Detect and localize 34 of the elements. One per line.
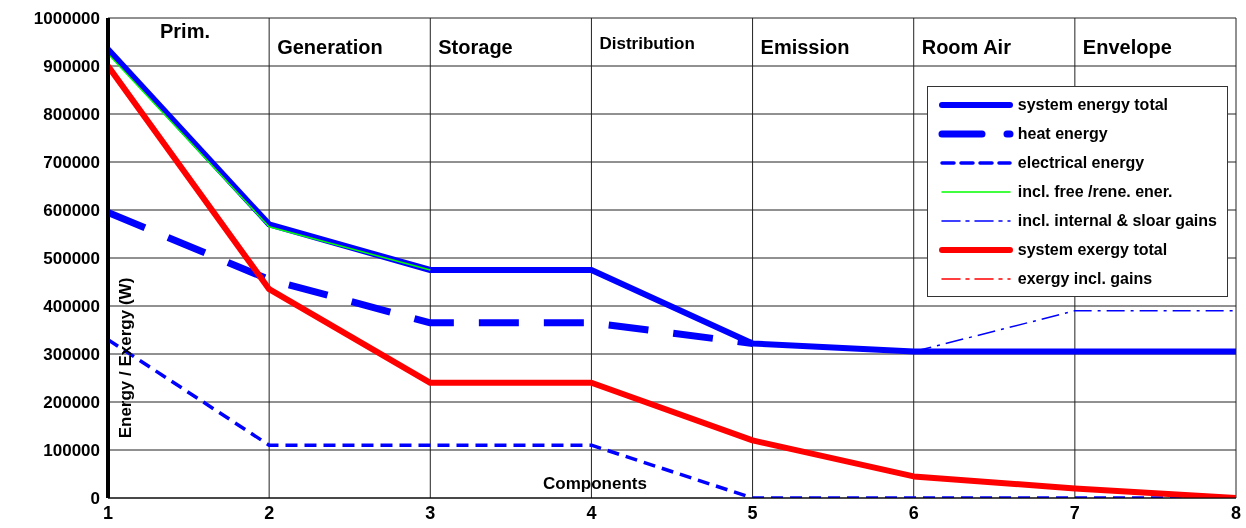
y-axis-title: Energy / Exergy (W): [116, 277, 136, 439]
annotation: Room Air: [919, 36, 1013, 59]
y-tick-label: 1000000: [33, 9, 100, 29]
legend-label: system exergy total: [1017, 240, 1168, 259]
x-tick-label: 1: [102, 502, 114, 523]
legend-label: electrical energy: [1017, 153, 1145, 172]
legend-label: incl. free /rene. ener.: [1017, 182, 1173, 201]
annotation: Generation: [275, 36, 385, 59]
y-tick-label: 300000: [43, 345, 100, 365]
y-tick-label: 900000: [43, 57, 100, 77]
x-tick-label: 4: [586, 502, 597, 523]
x-tick-label: 2: [264, 502, 275, 523]
annotation: Emission: [758, 36, 852, 59]
annotation: Storage: [436, 36, 515, 59]
y-tick-label: 200000: [43, 393, 100, 413]
annotation: Envelope: [1080, 36, 1174, 59]
y-tick-label: 800000: [43, 105, 100, 125]
x-tick-label: 3: [425, 502, 436, 523]
annotation: Prim.: [158, 20, 213, 43]
x-tick-label: 7: [1069, 502, 1080, 523]
legend-label: exergy incl. gains: [1017, 269, 1153, 288]
x-tick-label: 8: [1230, 502, 1242, 523]
x-tick-label: 6: [908, 502, 919, 523]
y-tick-label: 0: [90, 489, 100, 509]
y-tick-label: 600000: [43, 201, 100, 221]
y-tick-label: 700000: [43, 153, 100, 173]
x-tick-label: 5: [747, 502, 758, 523]
legend-label: incl. internal & sloar gains: [1017, 211, 1217, 230]
y-tick-label: 500000: [43, 249, 100, 269]
y-tick-label: 400000: [43, 297, 100, 317]
annotation: Distribution: [597, 34, 697, 54]
legend-label: heat energy: [1017, 124, 1108, 143]
y-tick-label: 100000: [43, 441, 100, 461]
legend-label: system energy total: [1017, 95, 1169, 114]
